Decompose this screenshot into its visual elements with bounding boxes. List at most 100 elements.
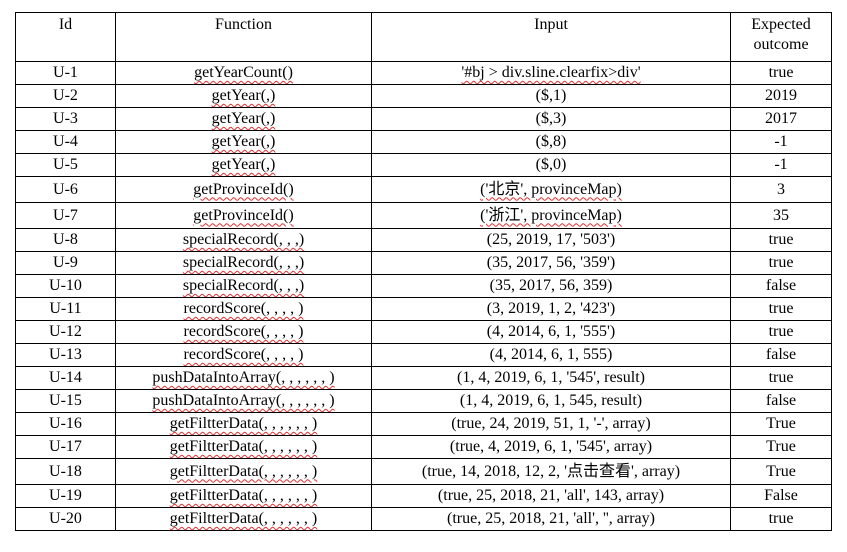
cell-id: U-18 [15,458,116,485]
cell-input-text: (35, 2017, 56, 359) [489,277,613,294]
cell-input-text: (35, 2017, 56, '359') [486,254,616,271]
cell-input: (4, 2014, 6, 1, 555) [371,343,731,367]
cell-input: ($,0) [371,153,731,177]
cell-input: (35, 2017, 56, 359) [371,274,731,298]
cell-function: getProvinceId() [115,176,372,203]
cell-function-text: getFiltterData(, , , , , , ) [169,438,318,455]
cell-outcome-text: 3 [777,180,785,198]
cell-outcome-text: -1 [774,133,788,150]
table-row: U-1 getYearCount() '#bj > div.sline.clearf… [15,61,832,85]
cell-id-text: U-7 [53,206,78,224]
cell-input: (true, 25, 2018, 21, 'all', 143, array) [371,484,731,508]
cell-function-text: specialRecord(, , ,) [182,254,305,271]
cell-input: (true, 25, 2018, 21, 'all', '', array) [371,507,731,531]
cell-outcome: false [730,274,832,298]
header-outcome-line2: outcome [753,36,809,53]
cell-outcome-text: false [765,392,797,409]
cell-id: U-14 [15,366,116,390]
cell-id-text: U-8 [53,231,78,248]
table-row: U-6 getProvinceId() ('北京', provinceMap) 3 [15,176,832,203]
cell-outcome-text: true [768,323,794,340]
cell-outcome: true [730,251,832,275]
cell-input: (3, 2019, 1, 2, '423') [371,297,731,321]
cell-outcome-text: false [765,277,797,294]
cell-outcome: false [730,389,832,413]
cell-input: (35, 2017, 56, '359') [371,251,731,275]
unit-test-table: Id Function Input Expected outcome U-1 ge… [15,12,832,531]
cell-function-text: specialRecord(, , ,) [182,277,305,294]
cell-id: U-7 [15,202,116,229]
cell-id: U-20 [15,507,116,531]
cell-outcome: 2019 [730,84,832,108]
cell-id: U-3 [15,107,116,131]
cell-function-text: getYear(,) [211,110,276,127]
cell-input: ($,3) [371,107,731,131]
cell-id: U-17 [15,435,116,459]
cell-function-text: getFiltterData(, , , , , , ) [169,487,318,504]
cell-function-text: getFiltterData(, , , , , , ) [169,415,318,432]
cell-function: getFiltterData(, , , , , , ) [115,507,372,531]
cell-input: (25, 2019, 17, '503') [371,228,731,252]
cell-function: getFiltterData(, , , , , , ) [115,484,372,508]
cell-id: U-12 [15,320,116,344]
cell-outcome-text: 2017 [765,110,797,127]
cell-input: (1, 4, 2019, 6, 1, 545, result) [371,389,731,413]
cell-outcome-text: true [768,231,794,248]
cell-function-text: recordScore(, , , , ) [183,346,304,363]
cell-function-text: pushDataIntoArray(, , , , , , ) [152,369,335,386]
table-row: U-5 getYear(,) ($,0) -1 [15,153,832,177]
cell-outcome-text: true [768,254,794,271]
table-row: U-19 getFiltterData(, , , , , , ) (true, 2… [15,484,832,508]
cell-input: (true, 24, 2019, 51, 1, '-', array) [371,412,731,436]
table-body: U-1 getYearCount() '#bj > div.sline.clearf… [15,61,832,531]
cell-id: U-9 [15,251,116,275]
cell-function-text: getYear(,) [211,87,276,104]
cell-function: specialRecord(, , ,) [115,251,372,275]
cell-input: (4, 2014, 6, 1, '555') [371,320,731,344]
table-row: U-8 specialRecord(, , ,) (25, 2019, 17, '5… [15,228,832,252]
cell-outcome: 2017 [730,107,832,131]
cell-input-text: (true, 25, 2018, 21, 'all', '', array) [447,510,655,527]
cell-function: getProvinceId() [115,202,372,229]
cell-input: ('北京', provinceMap) [371,176,731,203]
cell-input: (true, 4, 2019, 6, 1, '545', array) [371,435,731,459]
header-function: Function [115,12,372,62]
cell-outcome-text: True [766,462,796,480]
cell-input-text: ($,8) [535,133,567,150]
cell-outcome: True [730,412,832,436]
table-row: U-4 getYear(,) ($,8) -1 [15,130,832,154]
cell-input-text: (3, 2019, 1, 2, '423') [486,300,616,317]
cell-outcome: False [730,484,832,508]
table-row: U-3 getYear(,) ($,3) 2017 [15,107,832,131]
header-input: Input [371,12,731,62]
cell-input-text: (true, 24, 2019, 51, 1, '-', array) [451,415,651,432]
cell-outcome: true [730,320,832,344]
cell-function: getYear(,) [115,153,372,177]
cell-function: getYear(,) [115,84,372,108]
cell-id-text: U-9 [53,254,78,271]
cell-function: recordScore(, , , , ) [115,320,372,344]
cell-id-text: U-17 [49,438,82,455]
cell-id-text: U-1 [53,64,78,81]
cell-function-text: getYear(,) [211,156,276,173]
cell-outcome: true [730,366,832,390]
cell-function: recordScore(, , , , ) [115,297,372,321]
table-row: U-7 getProvinceId() ('浙江', provinceMap) 35 [15,202,832,229]
cell-outcome: true [730,507,832,531]
cell-outcome: 35 [730,202,832,229]
cell-input: ($,8) [371,130,731,154]
cell-input: '#bj > div.sline.clearfix>div' [371,61,731,85]
cell-id-text: U-2 [53,87,78,104]
cell-outcome-text: False [764,487,798,504]
cell-outcome: True [730,435,832,459]
header-expected-outcome: Expected outcome [730,12,832,62]
table-header: Id Function Input Expected outcome [15,12,832,62]
cell-id: U-15 [15,389,116,413]
cell-id: U-11 [15,297,116,321]
cell-input-text: '#bj > div.sline.clearfix>div' [461,64,641,81]
cell-outcome-text: 2019 [765,87,797,104]
cell-input-text: (4, 2014, 6, 1, 555) [489,346,613,363]
cell-function-text: getFiltterData(, , , , , , ) [169,510,318,527]
cell-input-text: (true, 14, 2018, 12, 2, '点击查看', array) [421,462,681,480]
cell-outcome: -1 [730,130,832,154]
